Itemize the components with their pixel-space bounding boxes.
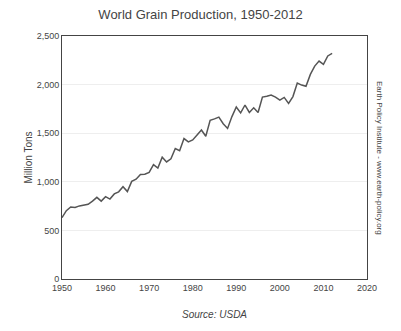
svg-text:1980: 1980 [183, 283, 203, 293]
svg-text:2,000: 2,000 [37, 80, 60, 90]
svg-text:2010: 2010 [313, 283, 333, 293]
svg-text:Million Tons: Million Tons [23, 131, 34, 183]
svg-text:0: 0 [54, 274, 59, 284]
svg-text:2000: 2000 [270, 283, 290, 293]
svg-text:1990: 1990 [226, 283, 246, 293]
svg-text:500: 500 [44, 226, 59, 236]
svg-text:Source: USDA: Source: USDA [182, 309, 247, 320]
svg-text:1,000: 1,000 [37, 177, 60, 187]
svg-text:World Grain Production, 1950-2: World Grain Production, 1950-2012 [98, 7, 302, 22]
svg-text:1,500: 1,500 [37, 128, 60, 138]
svg-text:1970: 1970 [139, 283, 159, 293]
svg-text:Earth Policy Institute - www.e: Earth Policy Institute - www.earth-polic… [375, 81, 384, 235]
svg-text:1950: 1950 [52, 283, 72, 293]
svg-text:1960: 1960 [96, 283, 116, 293]
svg-text:2,500: 2,500 [37, 31, 60, 41]
svg-text:2020: 2020 [357, 283, 377, 293]
